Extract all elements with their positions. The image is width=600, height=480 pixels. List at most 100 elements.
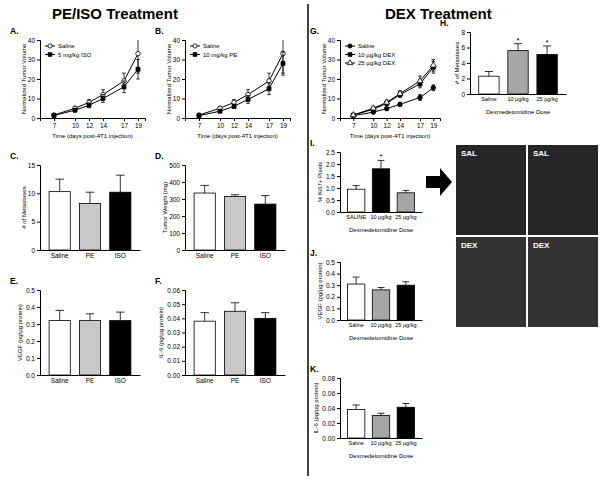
error-bar	[261, 196, 269, 205]
tick: 0	[461, 91, 470, 98]
error-cap	[267, 94, 271, 95]
data-point	[398, 102, 403, 107]
tick-mark	[182, 79, 185, 80]
tick-label: 0.0	[326, 317, 335, 324]
tick: 10 µg/kg	[370, 212, 391, 220]
error-cap	[122, 73, 126, 74]
error-stem	[204, 313, 205, 322]
x-axis: SALINE10 µg/kg25 µg/kg	[341, 212, 423, 220]
tick: 17	[121, 118, 129, 129]
tick-label: 19	[135, 122, 143, 129]
tick-label: Saline	[196, 252, 214, 259]
error-cap	[281, 51, 285, 52]
divider	[307, 4, 309, 476]
tick-mark	[182, 318, 185, 319]
bar-chart: H.02468# of MetastasesSaline10 µg/kg25 µ…	[440, 18, 567, 115]
panel-label: C.	[10, 151, 19, 161]
error-cap	[136, 59, 140, 60]
tick-mark	[37, 40, 40, 41]
tick: 0.5	[26, 287, 40, 294]
y-axis-title: Tumor Weight (mg)	[162, 182, 168, 233]
tick-label: 19	[430, 122, 438, 129]
y-axis-title: IL-6 (pg/µg protein)	[158, 307, 164, 358]
error-cap	[136, 79, 140, 80]
bar	[110, 192, 131, 250]
tick-label: 0.0	[26, 372, 35, 379]
series-line	[199, 54, 283, 115]
legend-marker	[48, 44, 52, 48]
data-point	[350, 112, 356, 117]
tick: 0.02	[322, 420, 340, 427]
tick: 40	[173, 37, 185, 44]
axis-line	[337, 379, 341, 439]
x-axis: SalinePEISO	[41, 250, 141, 259]
figure-canvas: PE/ISO TreatmentDEX TreatmentA.010203040…	[0, 0, 600, 480]
error-bar	[73, 109, 77, 112]
tick-label: 17	[121, 122, 129, 129]
tick: 0.5	[326, 197, 340, 204]
tick-label: 0.1	[26, 355, 35, 362]
plot-marks	[194, 303, 276, 375]
error-cap	[418, 87, 422, 88]
legend-marker	[348, 44, 352, 48]
tick: 10	[173, 95, 185, 102]
tick: 8	[461, 29, 470, 36]
tick-label: 10	[72, 122, 80, 129]
tick: 30	[173, 56, 185, 63]
error-cap	[267, 73, 271, 74]
bar	[194, 193, 215, 250]
tick-label: 0	[31, 247, 35, 254]
bar	[79, 204, 100, 250]
tick-label: 14	[245, 122, 253, 129]
tick-mark	[337, 320, 340, 321]
tick: 0.0	[326, 209, 340, 216]
tick-label: 5	[31, 218, 35, 225]
micrograph-label: DEX	[533, 241, 550, 250]
data-point	[73, 108, 77, 112]
tick-mark	[138, 118, 139, 121]
bar	[347, 284, 364, 320]
tick-mark	[54, 118, 55, 121]
tick: 40	[28, 37, 40, 44]
error-cap	[378, 413, 385, 414]
error-cap	[402, 403, 409, 404]
tick: 0.4	[26, 304, 40, 311]
tick-mark	[420, 118, 421, 121]
tick: 0.2	[326, 293, 340, 300]
data-point	[384, 106, 389, 111]
tick-label: 0.3	[326, 282, 335, 289]
error-cap	[122, 92, 126, 93]
tick-label: 30	[28, 56, 36, 63]
bar-chart: F.0.000.010.020.030.040.050.06IL-6 (pg/µ…	[155, 276, 286, 384]
tick: 10 µg/kg	[370, 320, 391, 328]
tick-label: 30	[328, 56, 336, 63]
tick-label: 0.5	[26, 287, 35, 294]
tick-mark	[182, 290, 185, 291]
tick-mark	[182, 375, 185, 376]
x-axis: Saline10 µg/kg25 µg/kg	[341, 438, 423, 446]
error-bar	[246, 96, 250, 104]
tick: 12	[231, 118, 239, 129]
bar	[194, 321, 215, 375]
error-bar	[485, 72, 493, 77]
tick-label: 0.05	[167, 301, 180, 308]
tick-mark	[337, 212, 340, 213]
tick: PE	[231, 250, 240, 259]
legend-marker	[193, 53, 197, 57]
panel-label: G.	[310, 26, 319, 36]
panel-label: A.	[10, 26, 19, 36]
data-point	[136, 51, 141, 56]
error-bar	[136, 40, 140, 73]
error-stem	[90, 192, 91, 203]
tick-mark	[337, 60, 340, 61]
y-axis: 0.000.020.040.060.08	[322, 375, 340, 442]
tick-label: 7	[352, 122, 356, 129]
tick: 0	[31, 247, 40, 254]
tick: 14	[100, 118, 108, 129]
tick-mark	[37, 60, 40, 61]
bar-chart: C.051015# of MetastasesSalinePEISO	[10, 151, 141, 259]
tick: 4	[461, 60, 470, 67]
tick: 300	[169, 196, 185, 203]
bar	[110, 321, 131, 375]
axis-line	[467, 33, 471, 95]
